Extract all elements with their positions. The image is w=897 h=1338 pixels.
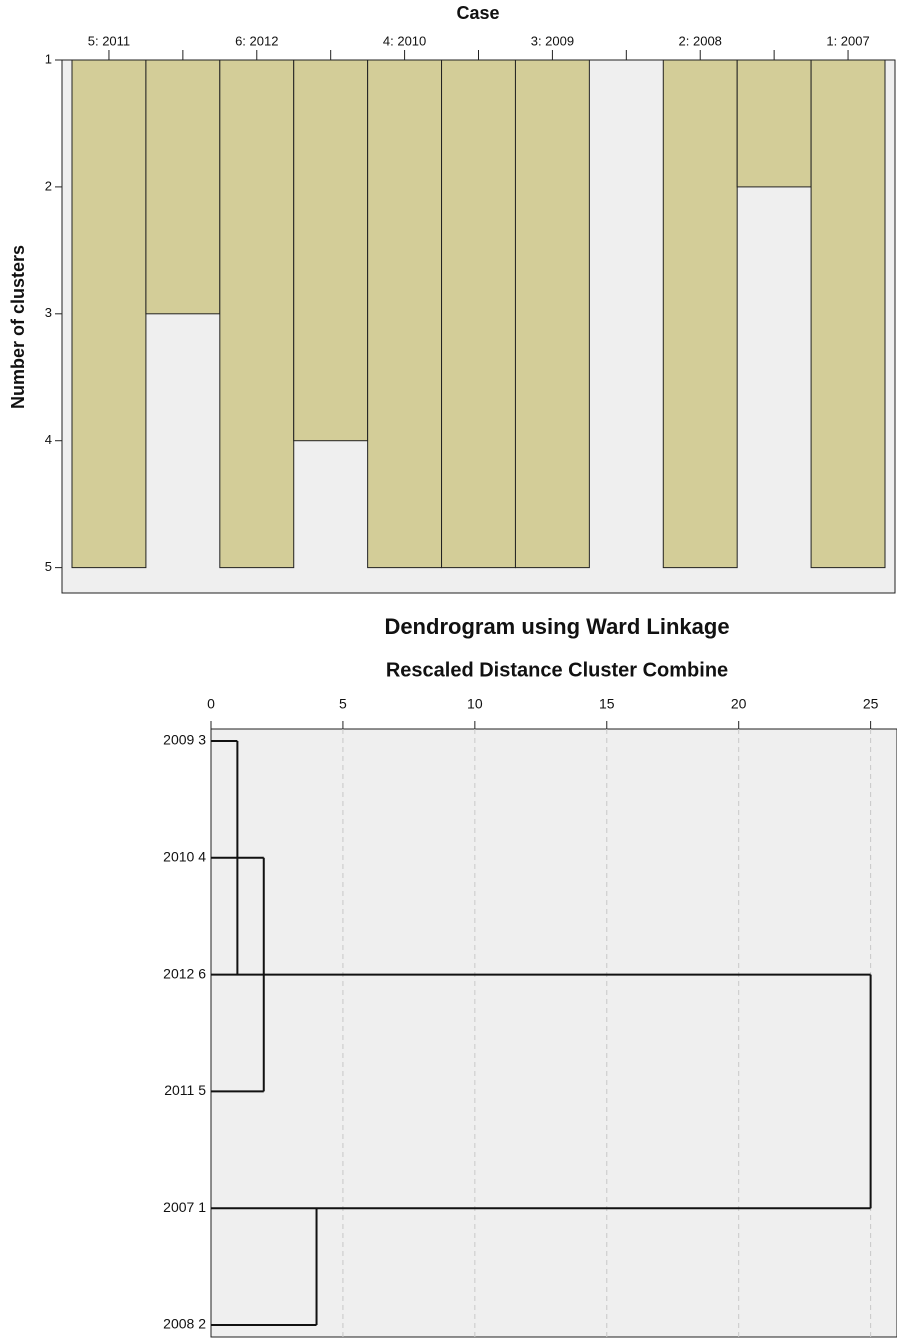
x-tick-label: 4: 2010 <box>383 33 426 48</box>
y-tick-label: 2 <box>45 178 52 193</box>
chart-title: Dendrogram using Ward Linkage <box>384 614 729 639</box>
bar <box>71 59 147 569</box>
y-axis-label: Number of clusters <box>8 245 28 409</box>
x-tick-label: 0 <box>207 696 215 712</box>
leaf-label: 2012 6 <box>163 965 206 981</box>
leaf-label: 2007 1 <box>163 1199 206 1215</box>
x-tick-label: 5 <box>339 696 347 712</box>
x-tick-label: 1: 2007 <box>826 33 869 48</box>
bar <box>662 59 738 569</box>
bar <box>219 59 295 569</box>
x-tick-label: 3: 2009 <box>531 33 574 48</box>
chart-subtitle: Rescaled Distance Cluster Combine <box>386 659 728 681</box>
y-tick-label: 3 <box>45 305 52 320</box>
x-tick-label: 10 <box>467 696 483 712</box>
bar <box>367 59 443 569</box>
plot-area <box>210 728 897 1338</box>
x-tick-label: 15 <box>599 696 615 712</box>
y-tick-label: 5 <box>45 559 52 574</box>
x-tick-label: 2: 2008 <box>679 33 722 48</box>
x-tick-label: 25 <box>863 696 879 712</box>
x-tick-label: 5: 2011 <box>88 33 130 48</box>
x-axis-label: Case <box>456 3 499 23</box>
leaf-label: 2011 5 <box>164 1082 206 1098</box>
bar <box>514 59 590 569</box>
x-tick-label: 20 <box>731 696 747 712</box>
leaf-label: 2010 4 <box>163 849 206 865</box>
leaf-label: 2008 2 <box>163 1316 206 1332</box>
x-tick-label: 6: 2012 <box>235 33 278 48</box>
leaf-label: 2009 3 <box>163 732 206 748</box>
bar <box>810 59 886 569</box>
bar <box>736 59 812 188</box>
bar <box>145 59 221 315</box>
y-tick-label: 4 <box>45 432 52 447</box>
bar <box>441 59 516 569</box>
bar <box>293 59 369 442</box>
y-tick-label: 1 <box>45 51 52 66</box>
